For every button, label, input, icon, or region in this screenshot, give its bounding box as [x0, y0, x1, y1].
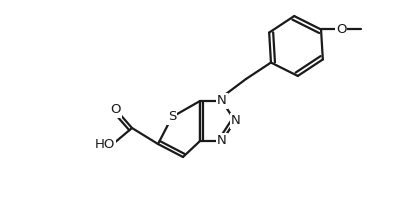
Text: O: O [111, 103, 121, 116]
Text: O: O [335, 23, 345, 36]
Text: S: S [167, 111, 176, 123]
Text: HO: HO [95, 137, 115, 151]
Text: N: N [216, 94, 226, 108]
Text: N: N [216, 134, 226, 147]
Text: N: N [230, 114, 240, 128]
